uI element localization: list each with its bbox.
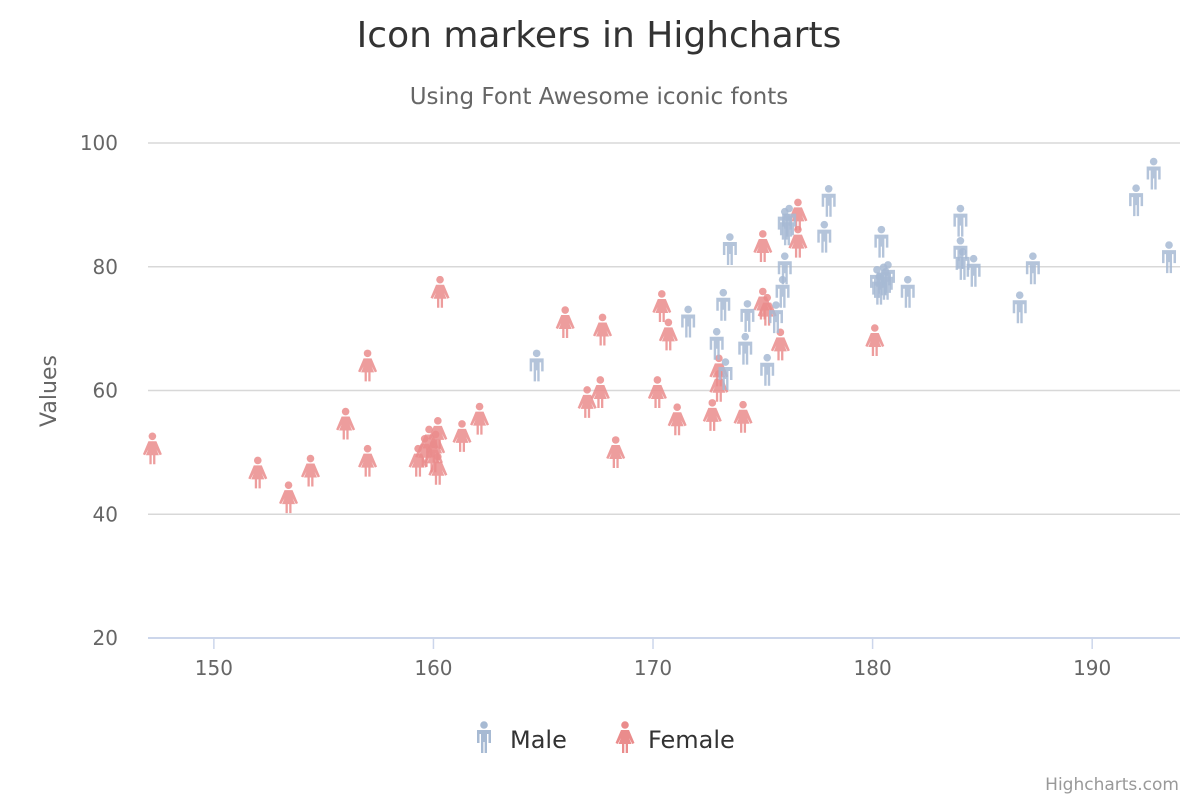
y-tick-label: 80 (93, 255, 118, 279)
male-marker[interactable] (821, 184, 836, 217)
female-marker[interactable] (430, 275, 450, 308)
male-marker[interactable] (817, 220, 832, 253)
x-tick-label: 190 (1073, 656, 1111, 680)
female-marker[interactable] (300, 454, 320, 487)
x-tick-label: 160 (414, 656, 452, 680)
gridlines (148, 142, 1180, 515)
female-marker[interactable] (770, 328, 790, 361)
male-marker[interactable] (953, 204, 968, 237)
female-marker[interactable] (647, 376, 667, 408)
chart-title: Icon markers in Highcharts (357, 15, 842, 56)
x-axis-ticks: 150 160 170 180 190 (195, 638, 1111, 680)
legend-label-male: Male (510, 726, 567, 754)
y-tick-label: 60 (93, 379, 118, 403)
female-marker[interactable] (248, 456, 268, 489)
female-marker[interactable] (865, 324, 885, 356)
male-marker[interactable] (900, 275, 915, 308)
male-marker[interactable] (1012, 291, 1027, 324)
credits-link[interactable]: Highcharts.com (1045, 775, 1179, 795)
female-marker[interactable] (753, 230, 773, 262)
female-marker[interactable] (142, 432, 162, 465)
x-tick-label: 170 (634, 656, 672, 680)
male-marker[interactable] (722, 233, 737, 266)
male-marker[interactable] (740, 300, 755, 332)
male-icon (477, 721, 491, 753)
plot-area (142, 157, 1177, 514)
male-marker[interactable] (709, 327, 724, 360)
female-marker[interactable] (336, 407, 356, 440)
male-marker[interactable] (1025, 252, 1040, 285)
male-marker[interactable] (716, 288, 731, 321)
female-marker[interactable] (606, 436, 626, 468)
legend-label-female: Female (648, 726, 735, 754)
male-marker[interactable] (1129, 184, 1144, 217)
female-marker[interactable] (702, 399, 722, 431)
male-marker[interactable] (760, 353, 775, 386)
female-marker[interactable] (555, 306, 575, 339)
male-marker[interactable] (1146, 157, 1161, 190)
female-marker[interactable] (658, 318, 678, 351)
male-marker[interactable] (681, 305, 696, 338)
y-tick-label: 40 (93, 502, 118, 526)
y-axis-ticks: 20 40 60 80 100 (80, 131, 118, 650)
y-axis-title: Values (37, 355, 62, 427)
female-marker[interactable] (358, 349, 378, 382)
chart-subtitle: Using Font Awesome iconic fonts (410, 84, 789, 110)
female-marker[interactable] (667, 403, 687, 436)
male-marker[interactable] (529, 349, 544, 382)
female-marker[interactable] (279, 481, 299, 514)
female-marker[interactable] (358, 444, 378, 477)
y-tick-label: 20 (93, 626, 118, 650)
male-marker[interactable] (1162, 241, 1177, 274)
female-marker[interactable] (593, 313, 613, 346)
series-female (142, 198, 885, 514)
legend: Male Female (477, 721, 735, 754)
male-marker[interactable] (874, 225, 889, 258)
legend-item-male[interactable]: Male (477, 721, 567, 754)
x-tick-label: 150 (195, 656, 233, 680)
series-male (529, 157, 1177, 391)
y-tick-label: 100 (80, 131, 118, 155)
female-marker[interactable] (452, 420, 472, 452)
female-marker[interactable] (652, 290, 672, 322)
legend-item-female[interactable]: Female (615, 721, 735, 754)
female-icon (615, 721, 635, 753)
female-marker[interactable] (470, 402, 490, 435)
male-marker[interactable] (738, 332, 753, 365)
x-tick-label: 180 (854, 656, 892, 680)
female-marker[interactable] (733, 400, 753, 433)
